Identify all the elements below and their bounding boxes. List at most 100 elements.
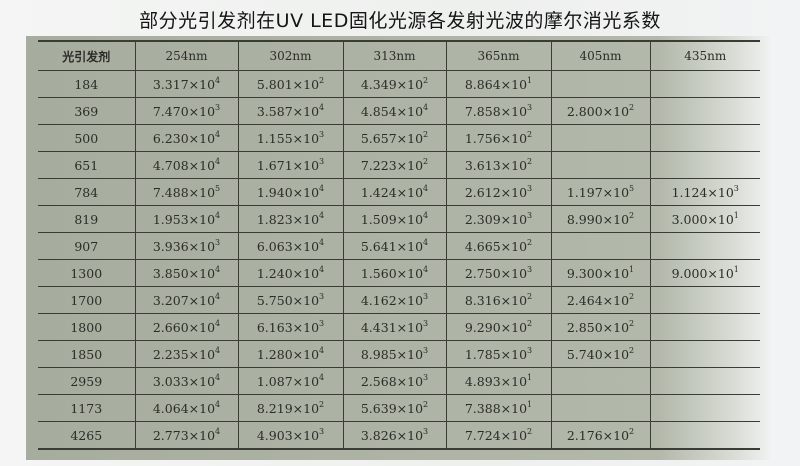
times-ten: ×10 <box>396 212 424 227</box>
header-wavelength: 365nm <box>445 40 552 71</box>
times-ten: ×10 <box>500 77 528 92</box>
mantissa: 8.985 <box>360 347 397 362</box>
exponent: 4 <box>215 157 221 166</box>
exponent: 4 <box>319 211 325 220</box>
exponent: 2 <box>527 157 533 166</box>
photoinitiator-id: 819 <box>38 205 136 233</box>
photoinitiator-id: 1700 <box>38 286 136 314</box>
exponent: 2 <box>629 346 635 355</box>
header-wavelength: 313nm <box>342 40 447 71</box>
times-ten: ×10 <box>188 104 216 119</box>
mantissa: 7.388 <box>464 401 501 416</box>
coefficient-cell: 4.893×101 <box>445 367 552 395</box>
times-ten: ×10 <box>188 212 216 227</box>
coefficient-cell: 4.854×104 <box>342 97 447 125</box>
mantissa: 7.488 <box>152 185 189 200</box>
times-ten: ×10 <box>292 266 320 281</box>
exponent: 5 <box>215 184 221 193</box>
coefficient-cell: 3.850×104 <box>134 259 239 287</box>
times-ten: ×10 <box>396 104 424 119</box>
mantissa: 2.309 <box>464 212 501 227</box>
mantissa: 1.087 <box>256 374 293 389</box>
coefficient-cell: 1.124×103 <box>649 178 760 206</box>
times-ten: ×10 <box>292 77 320 92</box>
coefficient-cell: 7.388×101 <box>445 394 552 422</box>
mantissa: 4.162 <box>360 293 397 308</box>
coefficient-cell <box>550 151 651 179</box>
photoinitiator-id: 1173 <box>38 394 136 422</box>
times-ten: ×10 <box>188 185 216 200</box>
coefficient-cell: 1.953×104 <box>134 205 239 233</box>
coefficient-cell <box>649 367 760 395</box>
exponent: 5 <box>629 184 635 193</box>
coefficient-cell <box>550 70 651 98</box>
exponent: 2 <box>629 211 635 220</box>
exponent: 3 <box>319 292 325 301</box>
table-row: 2959 3.033×104 1.087×104 2.568×103 4.893×101 <box>38 367 760 395</box>
mantissa: 4.665 <box>464 239 501 254</box>
coefficient-cell: 4.665×102 <box>445 232 552 260</box>
header-wavelength: 405nm <box>550 40 651 71</box>
times-ten: ×10 <box>396 347 424 362</box>
exponent: 2 <box>629 319 635 328</box>
times-ten: ×10 <box>396 185 424 200</box>
exponent: 3 <box>423 346 429 355</box>
mantissa: 1.560 <box>360 266 397 281</box>
mantissa: 1.197 <box>566 185 603 200</box>
exponent: 1 <box>527 76 533 85</box>
mantissa: 2.464 <box>566 293 603 308</box>
coefficient-cell: 1.240×104 <box>237 259 344 287</box>
exponent: 2 <box>527 238 533 247</box>
table-row: 1173 4.064×104 8.219×102 5.639×102 7.388×101 <box>38 394 760 422</box>
times-ten: ×10 <box>292 428 320 443</box>
mantissa: 9.000 <box>671 266 708 281</box>
coefficient-cell <box>649 286 760 314</box>
mantissa: 1.940 <box>256 185 293 200</box>
coefficient-cell: 3.207×104 <box>134 286 239 314</box>
coefficient-cell: 2.235×104 <box>134 340 239 368</box>
mantissa: 1.671 <box>256 158 293 173</box>
mantissa: 1.280 <box>256 347 293 362</box>
coefficient-cell: 9.290×102 <box>445 313 552 341</box>
coefficient-cell: 3.317×104 <box>134 70 239 98</box>
coefficient-cell: 8.990×102 <box>550 205 651 233</box>
coefficient-cell: 7.724×102 <box>445 421 552 450</box>
table-row: 784 7.488×105 1.940×104 1.424×104 2.612×103 1… <box>38 178 760 206</box>
mantissa: 2.568 <box>360 374 397 389</box>
times-ten: ×10 <box>396 428 424 443</box>
coefficient-cell: 5.750×103 <box>237 286 344 314</box>
times-ten: ×10 <box>188 158 216 173</box>
exponent: 4 <box>319 103 325 112</box>
exponent: 4 <box>215 400 221 409</box>
exponent: 3 <box>215 238 221 247</box>
times-ten: ×10 <box>500 320 528 335</box>
coefficient-cell: 3.613×102 <box>445 151 552 179</box>
mantissa: 1.509 <box>360 212 397 227</box>
table-row: 184 3.317×104 5.801×102 4.349×102 8.864×101 <box>38 70 760 98</box>
times-ten: ×10 <box>292 347 320 362</box>
exponent: 3 <box>215 103 221 112</box>
table-row: 1850 2.235×104 1.280×104 8.985×103 1.785×103… <box>38 340 760 368</box>
exponent: 2 <box>629 292 635 301</box>
times-ten: ×10 <box>188 293 216 308</box>
mantissa: 4.903 <box>256 428 293 443</box>
mantissa: 3.826 <box>360 428 397 443</box>
coefficient-cell: 3.826×103 <box>342 421 447 450</box>
exponent: 3 <box>319 157 325 166</box>
exponent: 4 <box>319 265 325 274</box>
times-ten: ×10 <box>500 185 528 200</box>
mantissa: 6.063 <box>256 239 293 254</box>
mantissa: 1.155 <box>256 131 293 146</box>
header-wavelength: 435nm <box>649 40 760 71</box>
mantissa: 8.864 <box>464 77 501 92</box>
header-wavelength: 254nm <box>134 40 239 71</box>
table-row: 1800 2.660×104 6.163×103 4.431×103 9.290×102… <box>38 313 760 341</box>
mantissa: 1.124 <box>671 185 708 200</box>
times-ten: ×10 <box>188 239 216 254</box>
coefficient-cell: 4.903×103 <box>237 421 344 450</box>
coefficient-cell: 5.641×104 <box>342 232 447 260</box>
times-ten: ×10 <box>396 158 424 173</box>
exponent: 2 <box>423 130 429 139</box>
coefficient-cell: 7.858×103 <box>445 97 552 125</box>
coefficient-cell: 1.087×104 <box>237 367 344 395</box>
